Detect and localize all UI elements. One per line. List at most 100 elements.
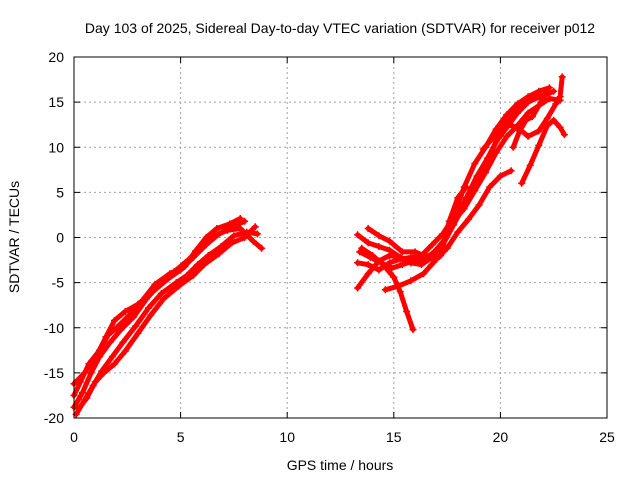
data-point — [236, 225, 244, 232]
data-point — [524, 132, 532, 140]
data-point — [83, 394, 91, 402]
data-point — [91, 354, 99, 362]
y-tick-label: -5 — [52, 275, 65, 291]
axis-ticks: 0 5 10 15 20 25 -20 -15 -10 -5 0 5 10 15 20 — [44, 49, 615, 445]
data-point — [558, 73, 566, 81]
data-point — [552, 100, 560, 108]
data-point — [111, 317, 118, 324]
data-point — [537, 98, 545, 106]
data-point — [375, 243, 383, 250]
data-point — [79, 389, 86, 397]
data-point — [445, 217, 453, 225]
data-point — [241, 217, 249, 225]
data-point — [490, 132, 498, 140]
data-point — [100, 369, 108, 377]
data-point — [149, 288, 157, 296]
data-point — [507, 167, 515, 175]
data-trace — [70, 225, 266, 411]
y-tick-label: -10 — [44, 320, 64, 336]
trace-line — [382, 168, 514, 293]
x-tick-label: 5 — [177, 429, 185, 445]
data-point — [471, 160, 479, 167]
data-point — [543, 86, 551, 93]
data-point — [91, 378, 99, 386]
data-point — [482, 169, 489, 176]
data-point — [213, 225, 221, 232]
x-tick-label: 0 — [70, 429, 78, 445]
data-point — [119, 338, 127, 346]
data-point — [428, 241, 436, 249]
data-point — [535, 127, 543, 135]
data-point — [516, 127, 524, 135]
data-point — [215, 250, 223, 258]
data-point — [403, 308, 411, 315]
x-tick-label: 20 — [493, 429, 509, 445]
data-point — [134, 300, 142, 308]
data-point — [398, 248, 406, 256]
data-point — [354, 284, 362, 292]
data-point — [132, 322, 140, 330]
data-point — [194, 261, 202, 269]
data-point — [369, 252, 376, 259]
trace-line — [510, 87, 550, 150]
data-point — [492, 149, 500, 157]
data-point — [543, 114, 551, 122]
data-point — [249, 237, 257, 245]
data-point — [501, 120, 509, 128]
data-point — [494, 134, 502, 142]
data-points — [70, 73, 568, 418]
data-point — [81, 369, 89, 377]
data-trace — [518, 116, 568, 187]
data-point — [390, 273, 398, 281]
y-tick-label: -20 — [44, 410, 64, 426]
data-point — [524, 93, 532, 101]
data-point — [418, 261, 425, 269]
data-point — [386, 259, 393, 267]
data-trace — [381, 167, 515, 294]
y-tick-label: 5 — [56, 184, 64, 200]
data-point — [535, 87, 543, 95]
data-trace — [74, 223, 259, 413]
y-tick-label: 15 — [48, 94, 64, 110]
data-trace — [358, 244, 417, 334]
data-point — [145, 304, 153, 312]
data-point — [464, 215, 472, 223]
data-point — [354, 231, 362, 239]
trace-line — [519, 117, 567, 186]
x-tick-label: 10 — [279, 429, 295, 445]
data-point — [526, 161, 534, 169]
data-point — [134, 329, 142, 337]
data-point — [503, 111, 511, 119]
data-point — [396, 253, 404, 261]
data-point — [556, 93, 564, 101]
data-point — [102, 333, 110, 341]
x-tick-label: 25 — [599, 429, 615, 445]
data-point — [202, 241, 210, 249]
data-point — [518, 179, 526, 187]
data-point — [424, 253, 432, 261]
data-point — [460, 205, 468, 213]
data-point — [386, 252, 393, 259]
data-point — [462, 183, 470, 191]
x-tick-label: 15 — [386, 429, 402, 445]
data-point — [545, 95, 553, 102]
data-point — [454, 228, 462, 236]
data-point — [106, 338, 114, 346]
data-point — [496, 172, 504, 180]
chart-title: Day 103 of 2025, Sidereal Day-to-day VTE… — [85, 20, 595, 36]
data-point — [258, 244, 266, 252]
data-point — [364, 239, 372, 247]
data-point — [473, 172, 481, 180]
data-point — [121, 308, 129, 315]
data-point — [160, 295, 167, 303]
data-trace — [364, 183, 470, 261]
data-trace — [479, 73, 566, 153]
data-point — [87, 369, 95, 377]
grid-lines — [74, 57, 607, 418]
data-point — [164, 275, 172, 283]
data-point — [189, 253, 197, 261]
trace-line — [73, 229, 260, 417]
data-point — [228, 223, 236, 231]
data-point — [475, 201, 483, 209]
data-point — [484, 154, 492, 162]
